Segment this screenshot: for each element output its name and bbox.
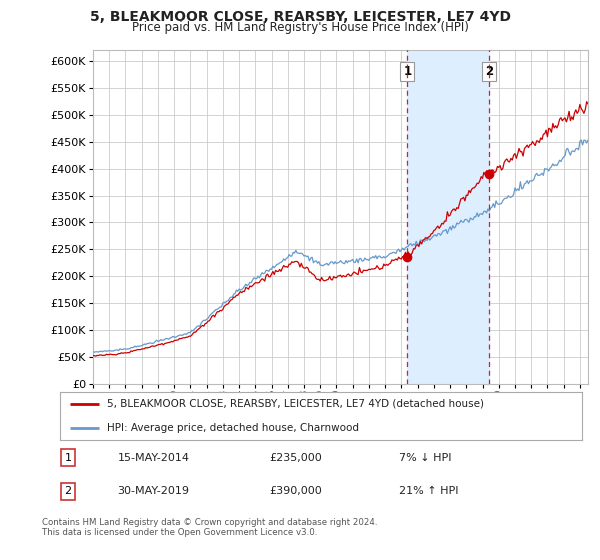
Text: 21% ↑ HPI: 21% ↑ HPI	[400, 487, 459, 496]
Text: 7% ↓ HPI: 7% ↓ HPI	[400, 453, 452, 463]
Text: 5, BLEAKMOOR CLOSE, REARSBY, LEICESTER, LE7 4YD: 5, BLEAKMOOR CLOSE, REARSBY, LEICESTER, …	[89, 10, 511, 24]
Text: 2: 2	[64, 487, 71, 496]
Text: 15-MAY-2014: 15-MAY-2014	[118, 453, 190, 463]
Text: £390,000: £390,000	[269, 487, 322, 496]
Text: 1: 1	[403, 66, 412, 78]
Text: 30-MAY-2019: 30-MAY-2019	[118, 487, 190, 496]
Text: Price paid vs. HM Land Registry's House Price Index (HPI): Price paid vs. HM Land Registry's House …	[131, 21, 469, 34]
Text: 1: 1	[64, 453, 71, 463]
Text: 5, BLEAKMOOR CLOSE, REARSBY, LEICESTER, LE7 4YD (detached house): 5, BLEAKMOOR CLOSE, REARSBY, LEICESTER, …	[107, 399, 484, 409]
Text: HPI: Average price, detached house, Charnwood: HPI: Average price, detached house, Char…	[107, 423, 359, 433]
Text: 2: 2	[485, 66, 493, 78]
Text: Contains HM Land Registry data © Crown copyright and database right 2024.
This d: Contains HM Land Registry data © Crown c…	[42, 518, 377, 538]
Text: £235,000: £235,000	[269, 453, 322, 463]
Bar	[407, 50, 489, 384]
